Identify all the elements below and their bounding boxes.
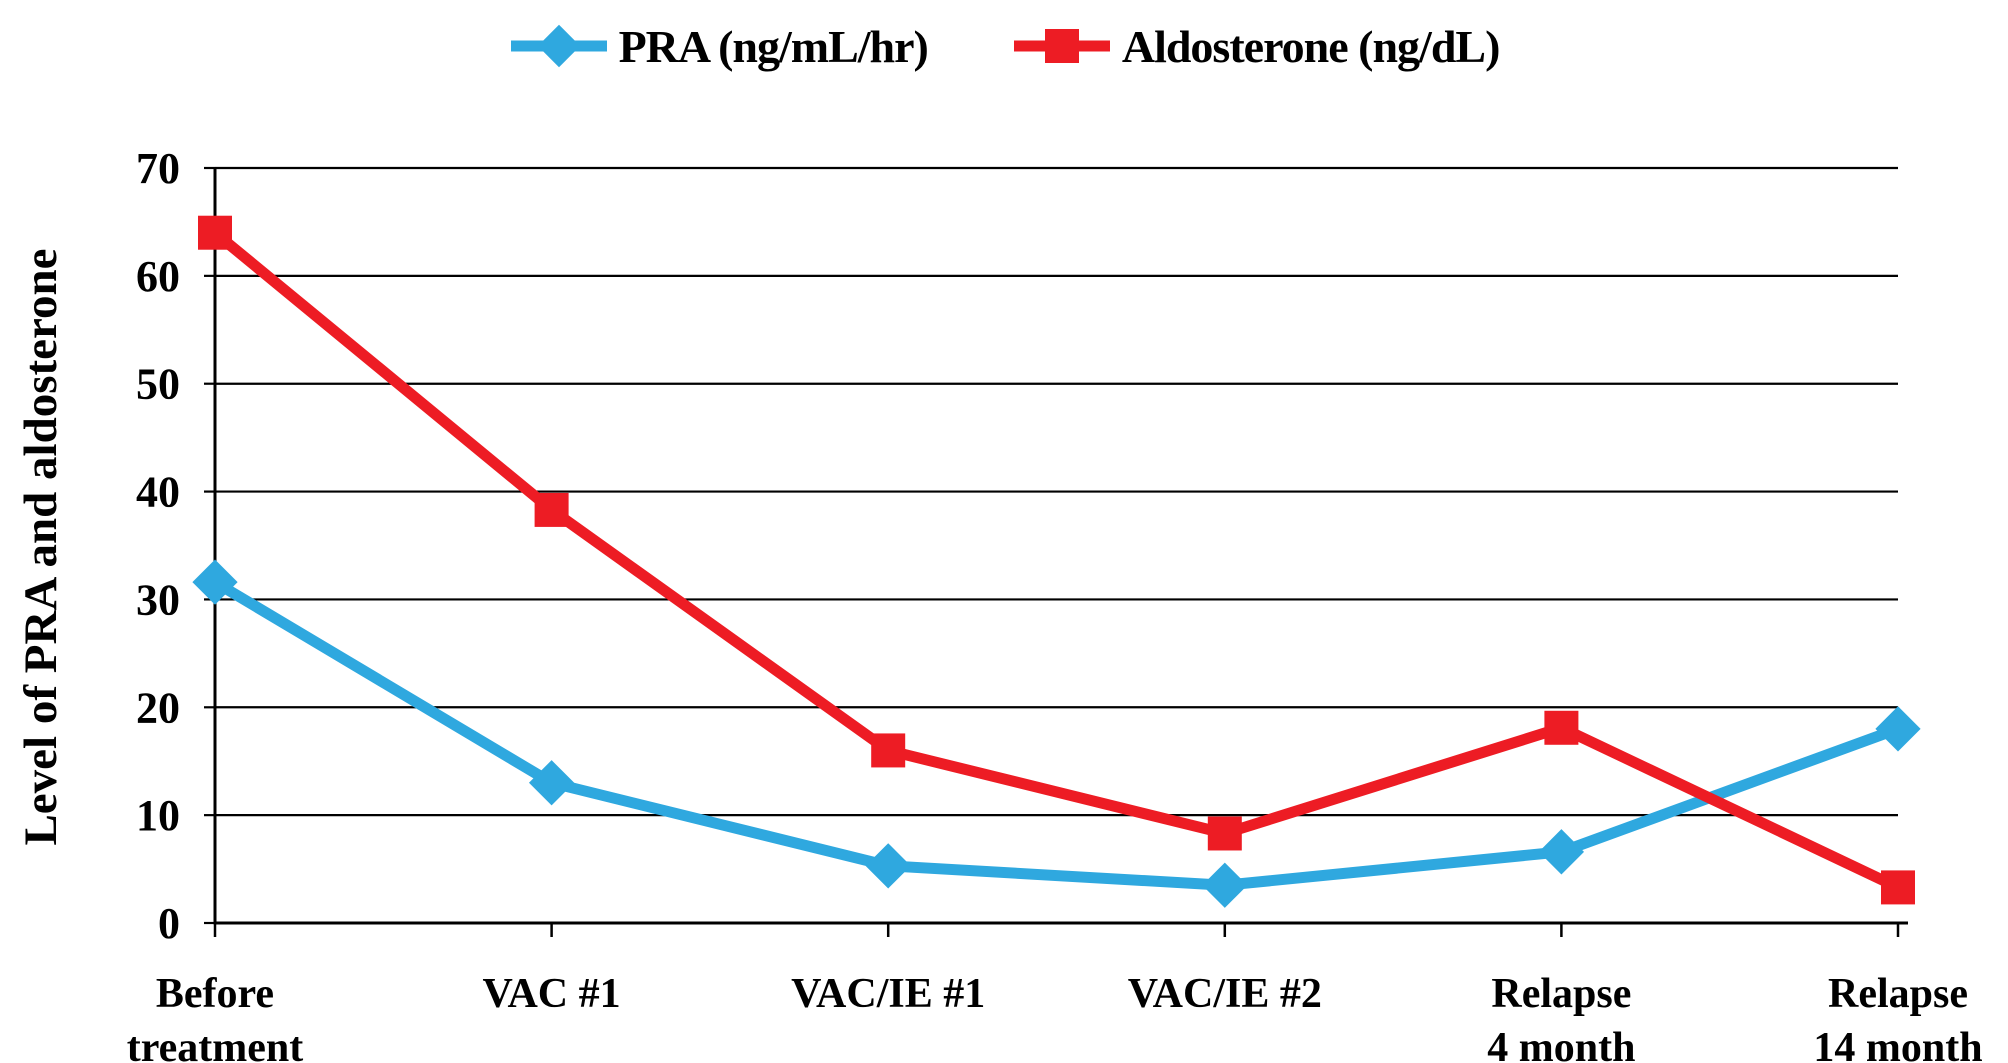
y-tick-label: 10 [136,791,180,840]
y-tick-label: 30 [136,575,180,624]
legend-item-pra: PRA (ng/mL/hr) [509,20,929,73]
y-tick-label: 20 [136,683,180,732]
aldosterone-line-square-icon [1013,29,1110,63]
data-point-marker-diamond [528,760,575,806]
data-point-marker-diamond [1202,862,1248,908]
series-line-pra [212,577,1900,891]
series-line-aldosterone [211,228,1901,893]
data-point-marker-diamond [1875,706,1921,752]
data-point-marker-diamond [192,559,238,605]
chart-legend: PRA (ng/mL/hr) Aldosterone (ng/dL) [0,14,2008,78]
pra-line-diamond-icon [510,24,607,68]
y-tick-label: 40 [136,468,180,517]
x-axis-label: Relapse 14 month [1813,971,1982,1063]
data-point-marker-square [1544,710,1579,745]
legend-label-aldosterone: Aldosterone (ng/dL) [1121,20,1501,72]
x-axis-label: VAC/IE #1 [791,971,985,1017]
x-axis-label: VAC/IE #2 [1128,971,1322,1017]
x-axis-label: Before treatment [127,971,303,1063]
y-tick-label: 50 [136,360,180,409]
data-point-marker-square [1207,816,1242,851]
data-point-marker-diamond [1538,829,1585,875]
legend-label-pra: PRA (ng/mL/hr) [618,20,929,72]
data-point-marker-square [534,492,569,527]
data-point-marker-square [1881,870,1915,905]
x-axis-label: Relapse 4 month [1487,971,1635,1063]
y-tick-label: 0 [158,899,180,948]
data-point-marker-diamond [865,843,911,889]
data-point-marker-square [198,215,232,250]
data-point-marker-square [871,733,906,768]
x-axis-label: VAC #1 [483,971,621,1017]
y-tick-label: 70 [136,144,180,193]
y-tick-label: 60 [136,252,180,301]
legend-item-aldosterone: Aldosterone (ng/dL) [1012,20,1500,73]
